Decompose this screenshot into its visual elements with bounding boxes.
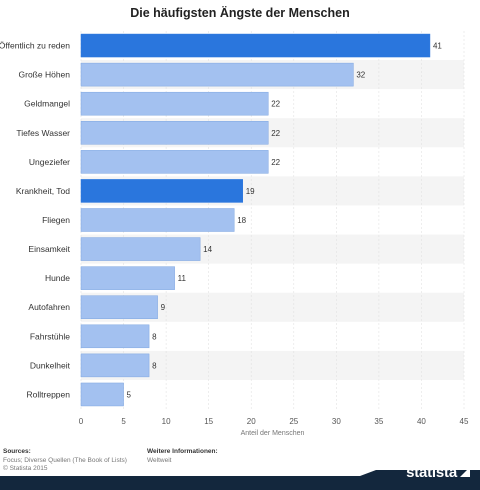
bars — [80, 33, 431, 407]
x-tick-label: 45 — [460, 417, 469, 426]
value-label: 14 — [203, 245, 212, 254]
category-label: Autofahren — [28, 302, 70, 312]
value-label: 22 — [271, 129, 280, 138]
value-label: 22 — [271, 100, 280, 109]
category-label: Dunkelheit — [30, 360, 71, 370]
value-label: 22 — [271, 158, 280, 167]
more-info-heading: Weitere Informationen: — [147, 448, 218, 455]
value-label: 11 — [178, 274, 187, 283]
category-label: Hunde — [45, 273, 70, 283]
bar[interactable] — [80, 62, 354, 87]
category-label: Große Höhen — [19, 70, 71, 80]
bar[interactable] — [80, 208, 235, 232]
x-tick-label: 5 — [121, 417, 126, 426]
x-tick-label: 35 — [374, 417, 383, 426]
logo-text: statista — [406, 463, 457, 481]
value-label: 9 — [161, 303, 166, 312]
footer-band — [0, 470, 480, 490]
bar[interactable] — [80, 295, 158, 319]
logo-mark-icon — [460, 467, 470, 477]
category-label: Fahrstühle — [30, 331, 70, 341]
sources-heading: Sources: — [3, 448, 31, 455]
value-label: 41 — [433, 42, 442, 51]
value-label: 5 — [127, 390, 132, 399]
sources-line: Focus; Diverse Quellen (The Book of List… — [3, 456, 127, 464]
category-label: Fliegen — [42, 215, 70, 225]
x-tick-label: 10 — [162, 417, 171, 426]
x-axis-title: Anteil der Menschen — [241, 430, 305, 437]
category-labels: Öffentlich zu reden Große Höhen Geldmangel… — [0, 41, 71, 400]
bar[interactable] — [80, 121, 269, 145]
x-tick-label: 15 — [204, 417, 213, 426]
category-label: Einsamkeit — [28, 244, 70, 254]
value-labels: 41 32 22 22 22 19 18 14 11 9 8 8 5 — [127, 42, 443, 400]
bar[interactable] — [80, 353, 150, 378]
bar[interactable] — [80, 179, 243, 203]
bar[interactable] — [80, 237, 201, 261]
bar[interactable] — [80, 266, 175, 290]
more-info-line: Weltweit — [147, 456, 172, 464]
category-label: Ungeziefer — [29, 157, 70, 167]
bar[interactable] — [80, 150, 269, 174]
more-info-block: Weitere Informationen: Weltweit — [147, 448, 218, 465]
category-label: Rolltreppen — [27, 389, 71, 399]
chart-title: Die häufigsten Ängste der Menschen — [130, 6, 350, 20]
x-tick-label: 0 — [79, 417, 84, 426]
value-label: 8 — [152, 361, 157, 370]
bar[interactable] — [80, 91, 269, 116]
value-label: 19 — [246, 187, 255, 196]
category-label: Tiefes Wasser — [16, 128, 70, 138]
sources-block: Sources: Focus; Diverse Quellen (The Boo… — [3, 448, 127, 474]
copyright-line: © Statista 2015 — [3, 465, 48, 472]
value-label: 18 — [237, 216, 246, 225]
statista-logo[interactable]: statista — [406, 461, 470, 483]
bar[interactable] — [80, 382, 124, 407]
category-label: Geldmangel — [24, 99, 70, 109]
value-label: 32 — [356, 71, 365, 80]
value-label: 8 — [152, 332, 157, 341]
x-tick-label: 40 — [417, 417, 426, 426]
x-tick-label: 20 — [247, 417, 256, 426]
bar[interactable] — [80, 33, 431, 58]
x-tick-label: 25 — [289, 417, 298, 426]
category-label: Öffentlich zu reden — [0, 41, 70, 51]
x-tick-label: 30 — [332, 417, 341, 426]
category-label: Krankheit, Tod — [16, 186, 70, 196]
bar[interactable] — [80, 324, 150, 349]
x-tick-labels: 0 5 10 15 20 25 30 35 40 45 — [79, 417, 469, 426]
